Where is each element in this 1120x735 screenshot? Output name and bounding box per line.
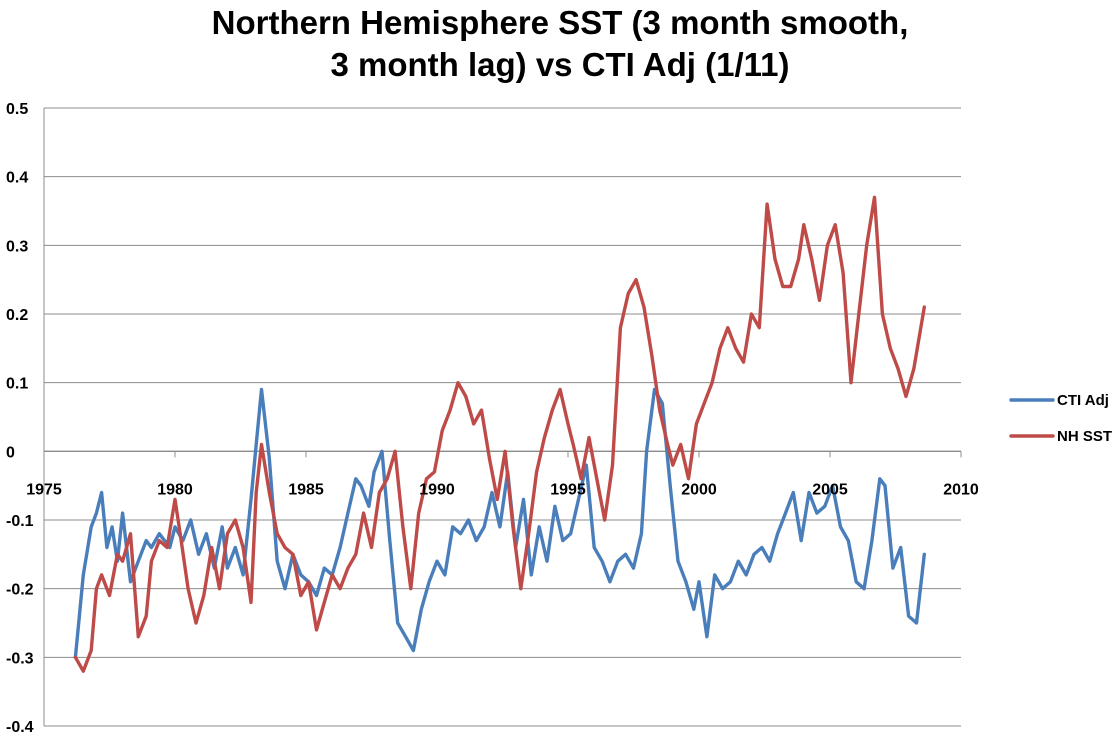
- y-tick-label: 0.1: [6, 376, 28, 393]
- series-line-nh-sst: [73, 195, 926, 673]
- y-tick-label: -0.1: [6, 513, 34, 530]
- x-tick-label: 1975: [26, 481, 62, 498]
- y-tick-label: 0.2: [6, 307, 28, 324]
- series-line-cti-adj: [73, 387, 926, 659]
- tick-labels: 0.5 0.4 0.3 0.2 0.1 0 -0.1 -0.2 -0.3 -0.4 1975 1980…: [6, 101, 979, 735]
- y-tick-label: 0.3: [6, 238, 28, 255]
- chart-title: Northern Hemisphere SST (3 month smooth,…: [0, 2, 1120, 86]
- chart-title-line-2: 3 month lag) vs CTI Adj (1/11): [330, 46, 790, 83]
- x-tick-label: 1980: [157, 481, 193, 498]
- series-lines: [73, 195, 926, 673]
- gridlines: [44, 107, 961, 727]
- legend: CTI Adj NH SST: [1009, 392, 1112, 445]
- chart-title-line-1: Northern Hemisphere SST (3 month smooth,: [211, 4, 909, 41]
- x-tick-label: 2005: [812, 481, 848, 498]
- axes: [43, 108, 962, 726]
- y-tick-label: -0.3: [6, 650, 34, 667]
- x-tick-label: 1990: [419, 481, 455, 498]
- x-tick-label: 2010: [943, 481, 979, 498]
- y-tick-label: 0.4: [6, 170, 28, 187]
- y-tick-label: 0: [6, 444, 15, 461]
- y-tick-label: -0.2: [6, 582, 34, 599]
- y-tick-label: 0.5: [6, 101, 28, 118]
- x-tick-label: 2000: [681, 481, 717, 498]
- legend-label-cti-adj: CTI Adj: [1057, 392, 1109, 409]
- y-tick-label: -0.4: [6, 719, 34, 735]
- legend-label-nh-sst: NH SST: [1057, 428, 1112, 445]
- x-tick-label: 1985: [288, 481, 324, 498]
- x-tick-label: 1995: [550, 481, 586, 498]
